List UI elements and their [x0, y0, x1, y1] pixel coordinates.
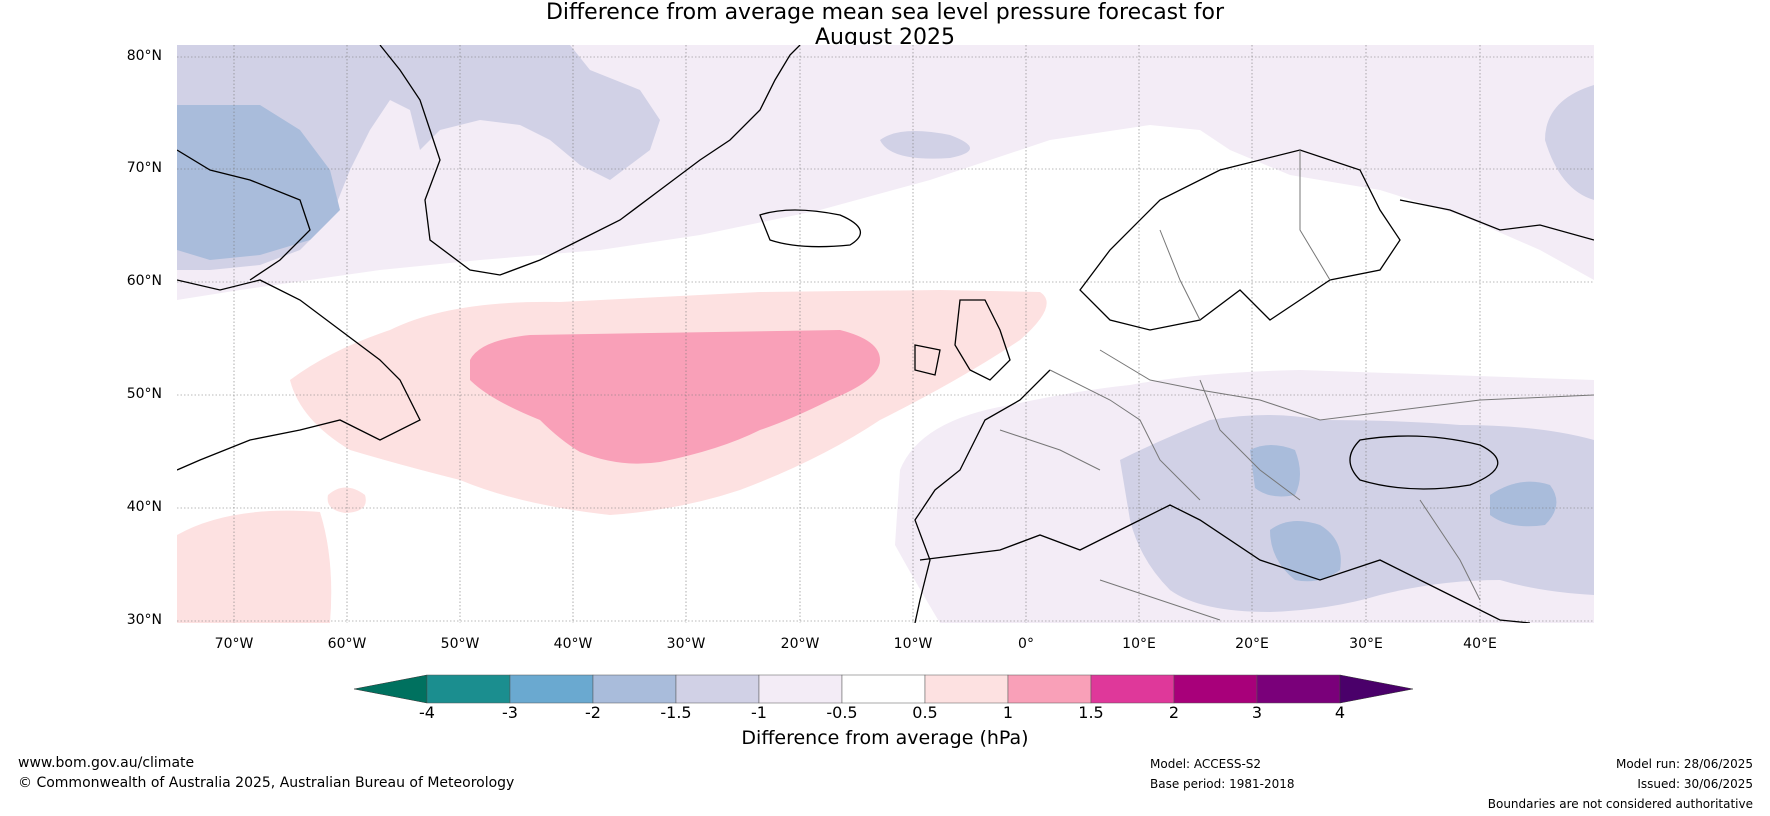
coast-black-sea [1349, 435, 1499, 490]
colorbar-tick-label: -3 [502, 703, 518, 722]
colorbar-segment [675, 674, 760, 704]
longitude-label: 70°W [214, 636, 254, 652]
latitude-label: 30°N [126, 612, 162, 628]
longitude-label: 10°E [1122, 636, 1156, 652]
colorbar-tick-label: -2 [585, 703, 601, 722]
colorbar-segment [924, 674, 1009, 704]
longitude-label: 60°W [327, 636, 367, 652]
latitude-label: 40°N [126, 499, 162, 515]
latitude-label: 50°N [126, 386, 162, 402]
colorbar-label: Difference from average (hPa) [741, 727, 1029, 749]
footer-website: www.bom.gov.au/climate [18, 755, 195, 771]
colorbar-tick-label: -1.5 [660, 703, 692, 722]
colorbar-tick-label: 1.5 [1078, 703, 1104, 722]
longitude-label: 30°W [666, 636, 706, 652]
coastlines [177, 45, 1594, 623]
country-borders [999, 150, 1594, 621]
anomaly-region-rose-core [470, 330, 880, 464]
longitude-label: 20°E [1235, 636, 1269, 652]
colorbar-segment [758, 674, 843, 704]
colorbar-over-arrow [1339, 674, 1414, 704]
coast-greenland [379, 45, 801, 276]
colorbar-tick-label: 4 [1334, 703, 1346, 722]
colorbar-tick-label: 3 [1251, 703, 1263, 722]
coast-scandinavia [1079, 149, 1401, 331]
colorbar-tick-label: -4 [419, 703, 435, 722]
map-title: Difference from average mean sea level p… [0, 0, 1770, 50]
colorbar-tick-label: -1 [751, 703, 767, 722]
colorbar-tick-label: 2 [1168, 703, 1180, 722]
coast-baffin [177, 149, 311, 281]
colorbar-segment [1007, 674, 1092, 704]
colorbar-segment [592, 674, 677, 704]
coast-europe-west [914, 369, 1051, 623]
colorbar-under-arrow [353, 674, 428, 704]
footer-model-run: Model run: 28/06/2025 [1615, 757, 1753, 771]
coast-northern-russia [1399, 199, 1594, 241]
anomaly-region-pink-sw [177, 510, 332, 623]
longitude-label: 20°W [780, 636, 820, 652]
colorbar-tick-label: 1 [1002, 703, 1014, 722]
anomaly-region-blue-south [1120, 415, 1594, 612]
anomaly-region-blue-east [1545, 85, 1594, 200]
coast-mediterranean [919, 504, 1531, 623]
colorbar-segment [509, 674, 594, 704]
map-plot-area [177, 45, 1594, 623]
colorbar-tick-label: 0.5 [912, 703, 938, 722]
footer-copyright: © Commonwealth of Australia 2025, Austra… [18, 775, 515, 791]
footer-disclaimer: Boundaries are not considered authoritat… [1487, 797, 1753, 811]
longitude-label: 0° [1018, 636, 1034, 652]
coast-britain [914, 299, 1011, 381]
coast-labrador [177, 279, 421, 471]
longitude-label: 50°W [440, 636, 480, 652]
anomaly-region-deepblue-turkey [1490, 481, 1557, 527]
colorbar-tick-label: -0.5 [826, 703, 858, 722]
longitude-label: 40°W [553, 636, 593, 652]
coast-iceland [759, 209, 861, 248]
latitude-label: 70°N [126, 160, 162, 176]
footer-model: Model: ACCESS-S2 [1150, 757, 1262, 771]
longitude-label: 40°E [1463, 636, 1497, 652]
colorbar-segment [1090, 674, 1175, 704]
colorbar-segment [426, 674, 511, 704]
colorbar-segment [1256, 674, 1341, 704]
footer-base-period: Base period: 1981-2018 [1150, 777, 1295, 791]
colorbar [353, 674, 1414, 704]
longitude-label: 10°W [893, 636, 933, 652]
colorbar-segment [1173, 674, 1258, 704]
anomaly-region-deepblue-nw [177, 105, 340, 260]
longitude-label: 30°E [1349, 636, 1383, 652]
anomaly-region-deepblue-greece [1270, 521, 1341, 582]
latitude-label: 80°N [126, 48, 162, 64]
title-line-1: Difference from average mean sea level p… [545, 0, 1225, 25]
latitude-label: 60°N [126, 273, 162, 289]
anomaly-region-deepblue-balkan [1250, 445, 1300, 497]
anomaly-region-blue-small [880, 131, 970, 159]
footer-issued: Issued: 30/06/2025 [1637, 777, 1753, 791]
colorbar-segment [841, 674, 926, 704]
